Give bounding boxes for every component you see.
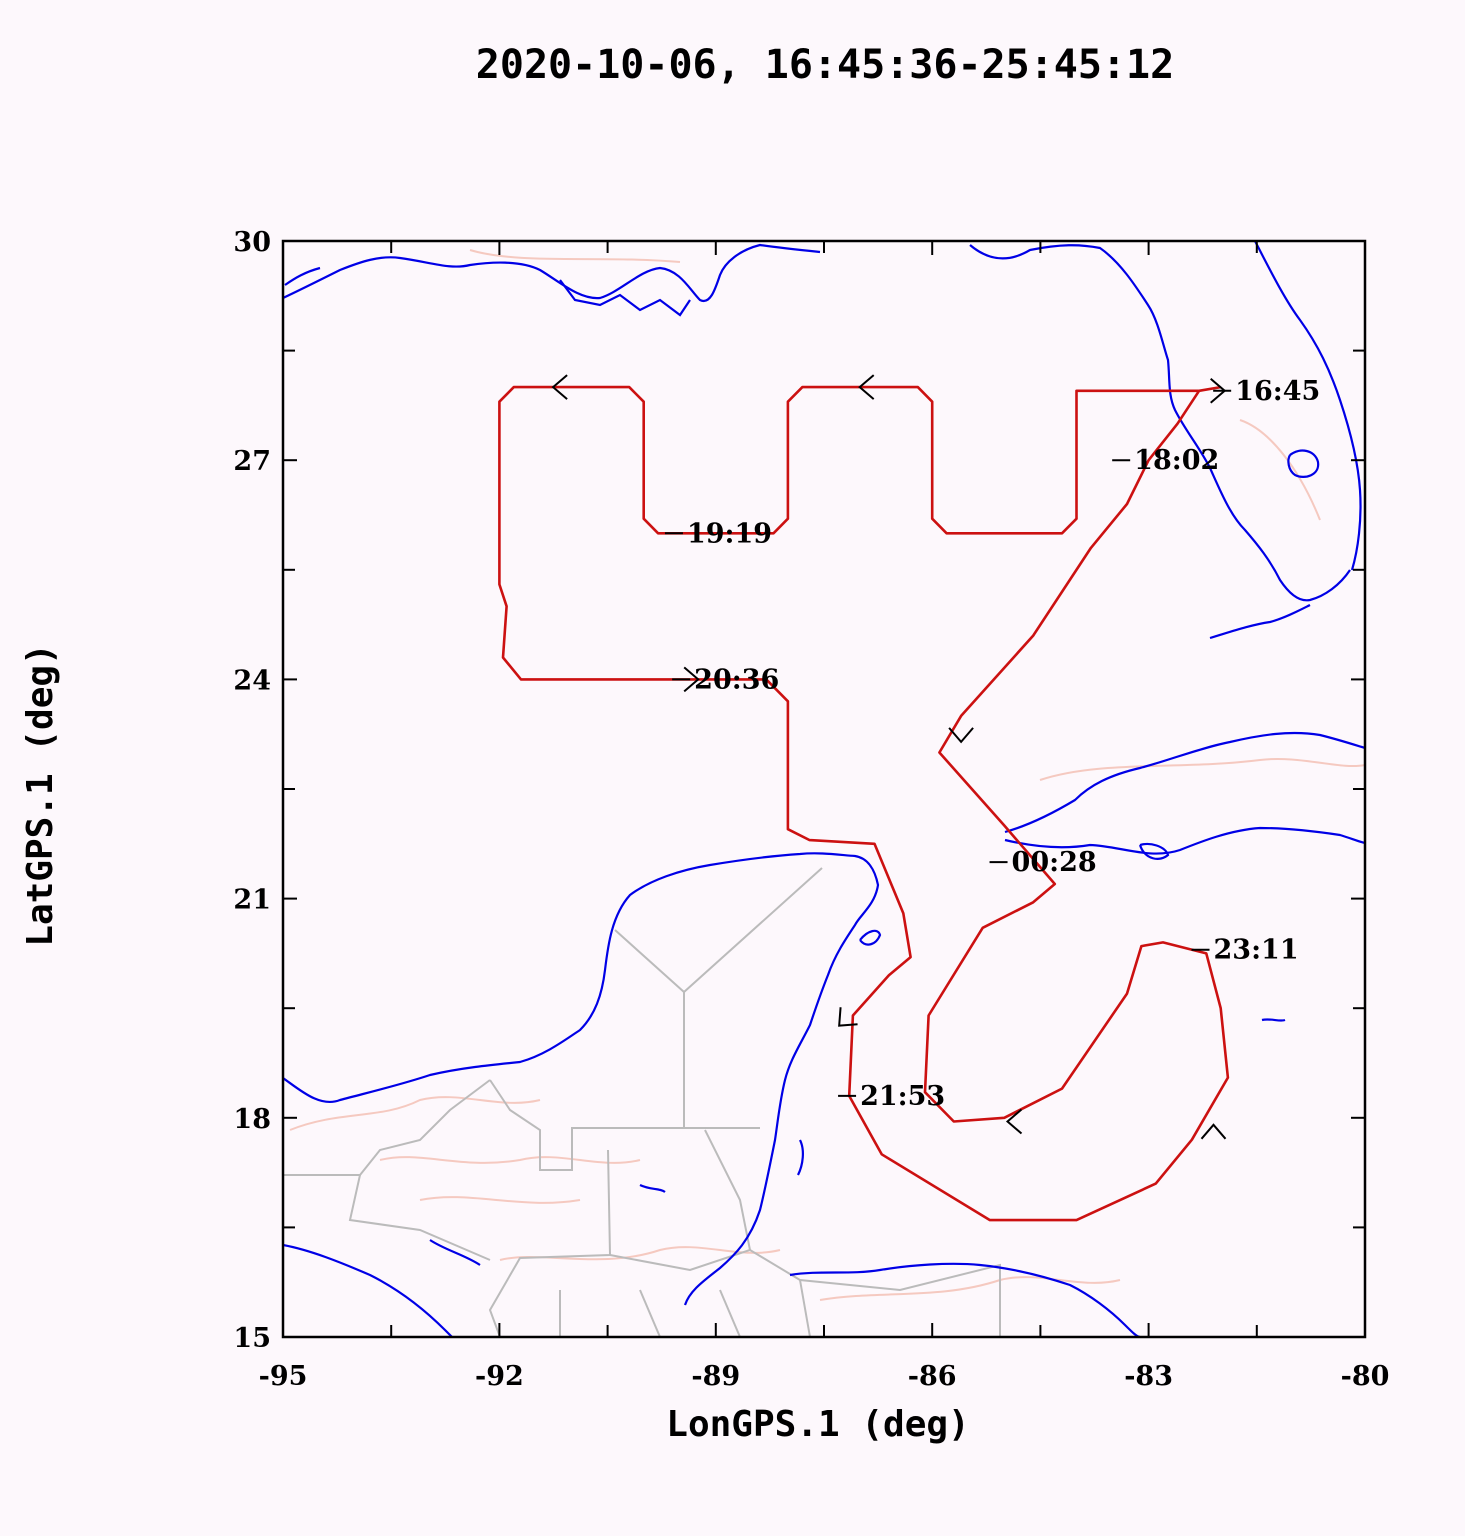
river-lines <box>289 249 1365 1301</box>
time-label: 00:28 <box>1012 847 1097 878</box>
y-axis-label: LatGPS.1 (deg) <box>20 643 61 946</box>
time-label: 18:02 <box>1134 445 1219 476</box>
x-tick-label: -86 <box>908 1361 957 1392</box>
y-tick-label: 18 <box>233 1104 271 1135</box>
x-tick-label: -83 <box>1124 1361 1173 1392</box>
x-tick-label: -80 <box>1341 1361 1390 1392</box>
direction-arrows <box>551 374 1227 1140</box>
direction-arrow-west <box>1005 1108 1023 1135</box>
y-tick-label: 30 <box>233 227 271 258</box>
coastline <box>283 241 1365 1337</box>
plot-title: 2020-10-06, 16:45:36-25:45:12 <box>476 42 1174 88</box>
time-label: 23:11 <box>1214 935 1299 966</box>
x-tick-label: -92 <box>475 1361 524 1392</box>
axis-tick-labels: -95 -92 -89 -86 -83 -80 15 18 21 24 27 30 <box>233 227 1389 1392</box>
y-tick-label: 21 <box>233 885 271 916</box>
flight-track-line <box>498 385 1230 1222</box>
x-tick-label: -89 <box>691 1361 740 1392</box>
direction-arrow-southwest <box>838 1007 858 1027</box>
border-lines <box>283 867 1001 1337</box>
plot-frame <box>281 239 1367 1339</box>
x-tick-label: -95 <box>259 1361 308 1392</box>
time-label: 16:45 <box>1235 376 1320 407</box>
direction-arrow-east <box>683 666 700 693</box>
time-label: 21:53 <box>860 1081 945 1112</box>
axis-ticks <box>282 240 1366 1338</box>
direction-arrow-west <box>858 374 875 400</box>
direction-arrow-north <box>1200 1123 1227 1140</box>
time-labels: 16:45 18:02 19:19 20:36 21:53 23:11 00:28 <box>664 376 1320 1112</box>
map-area: 16:45 18:02 19:19 20:36 21:53 23:11 00:28 <box>283 241 1365 1337</box>
y-tick-label: 27 <box>233 446 271 477</box>
time-label: 19:19 <box>687 518 772 549</box>
y-tick-label: 24 <box>233 665 271 696</box>
time-label: 20:36 <box>694 664 779 695</box>
direction-arrow-west <box>551 374 568 400</box>
x-axis-label: LonGPS.1 (deg) <box>666 1404 969 1445</box>
direction-arrow-south <box>948 727 974 744</box>
y-tick-label: 15 <box>233 1323 271 1354</box>
